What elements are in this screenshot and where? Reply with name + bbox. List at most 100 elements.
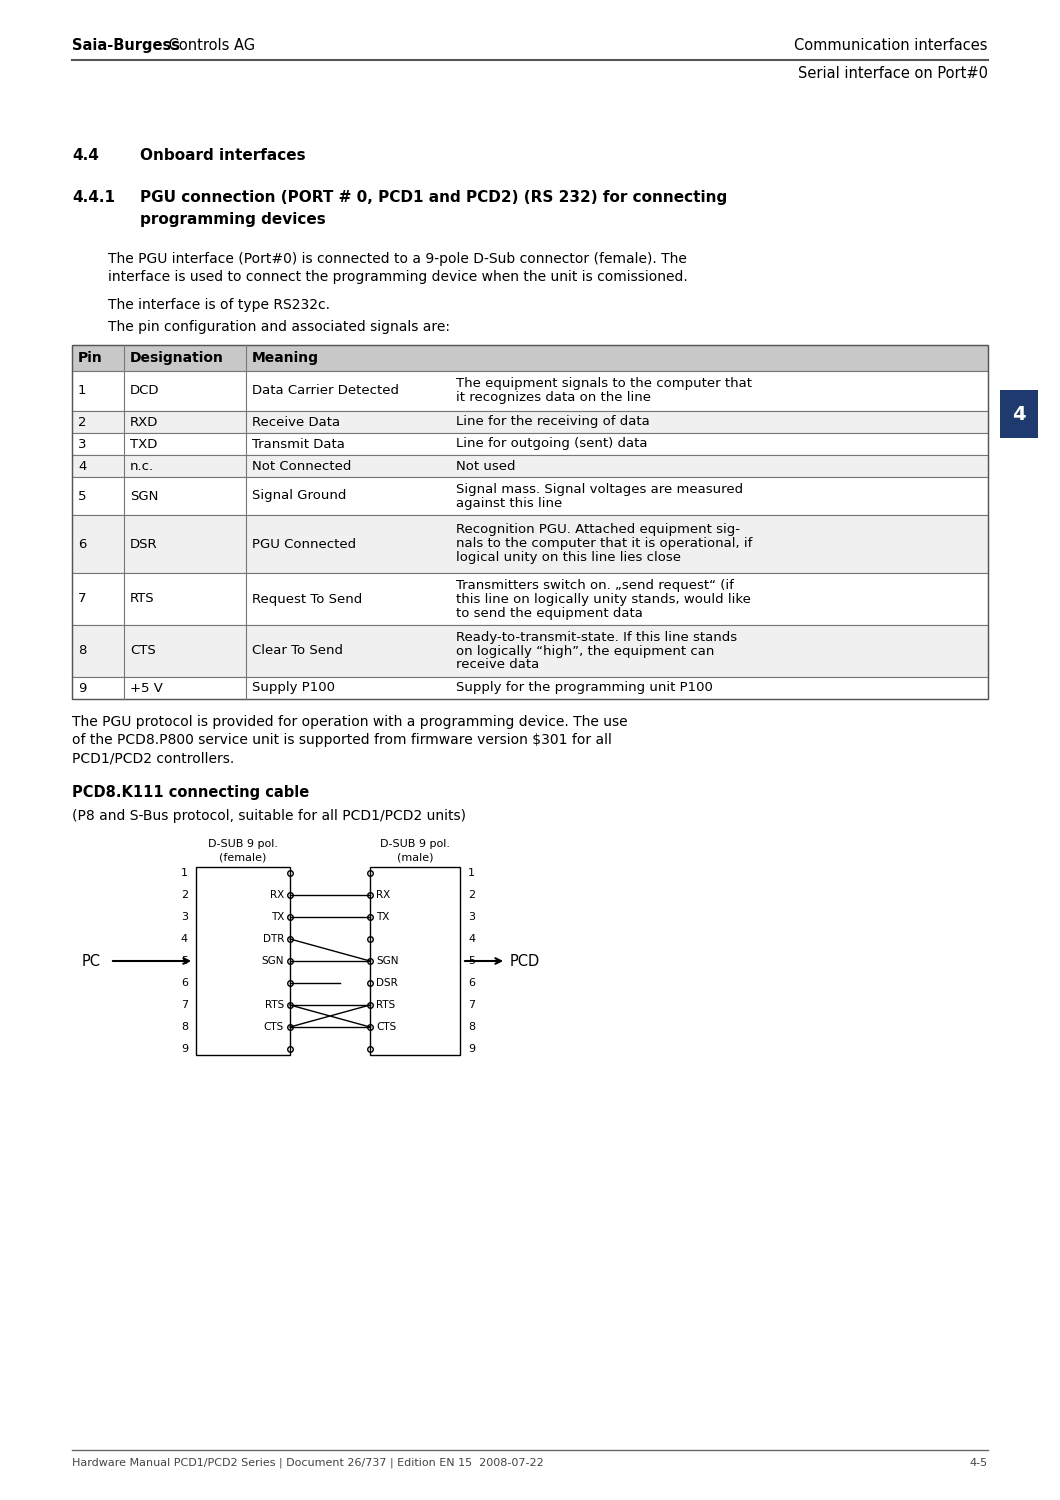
Text: Serial interface on Port#0: Serial interface on Port#0 [798, 66, 988, 81]
Text: Data Carrier Detected: Data Carrier Detected [252, 384, 399, 398]
Text: Saia-Burgess: Saia-Burgess [72, 38, 180, 52]
Text: 4.4.1: 4.4.1 [72, 190, 114, 206]
Bar [72, 454, 988, 477]
Bar [72, 345, 988, 370]
Text: Onboard interfaces: Onboard interfaces [140, 148, 305, 164]
Text: 7: 7 [78, 592, 87, 606]
Text: The equipment signals to the computer that: The equipment signals to the computer th… [456, 378, 752, 390]
Text: Ready-to-transmit-state. If this line stands: Ready-to-transmit-state. If this line st… [456, 630, 737, 644]
Text: The PGU protocol is provided for operation with a programming device. The use: The PGU protocol is provided for operati… [72, 716, 628, 729]
Text: 5: 5 [78, 489, 87, 502]
Text: RX: RX [269, 890, 284, 900]
Bar [72, 370, 988, 411]
Text: 2: 2 [181, 890, 188, 900]
Text: The pin configuration and associated signals are:: The pin configuration and associated sig… [108, 320, 450, 334]
Text: RTS: RTS [376, 1000, 395, 1010]
Text: The interface is of type RS232c.: The interface is of type RS232c. [108, 298, 330, 312]
Text: 1: 1 [181, 868, 188, 877]
Text: of the PCD8.P800 service unit is supported from firmware version $301 for all: of the PCD8.P800 service unit is support… [72, 734, 612, 747]
Text: Signal mass. Signal voltages are measured: Signal mass. Signal voltages are measure… [456, 483, 743, 495]
Text: 3: 3 [78, 438, 87, 450]
Text: 8: 8 [181, 1022, 188, 1032]
Text: RXD: RXD [130, 416, 158, 429]
Text: Designation: Designation [130, 351, 224, 364]
Text: PGU Connected: PGU Connected [252, 537, 356, 550]
Bar [72, 433, 988, 454]
Text: 6: 6 [78, 537, 86, 550]
Text: 4: 4 [469, 934, 475, 944]
Text: RX: RX [376, 890, 390, 900]
Text: (female): (female) [219, 853, 267, 862]
Text: DCD: DCD [130, 384, 159, 398]
Text: 4.4: 4.4 [72, 148, 99, 164]
Text: PC: PC [82, 954, 101, 969]
Text: 2: 2 [78, 416, 87, 429]
Bar [370, 867, 460, 1054]
Text: Receive Data: Receive Data [252, 416, 340, 429]
Text: 4: 4 [78, 459, 86, 472]
Text: D-SUB 9 pol.: D-SUB 9 pol. [379, 839, 450, 849]
Text: Signal Ground: Signal Ground [252, 489, 347, 502]
Text: PCD: PCD [510, 954, 541, 969]
Text: interface is used to connect the programming device when the unit is comissioned: interface is used to connect the program… [108, 270, 688, 284]
Text: Recognition PGU. Attached equipment sig-: Recognition PGU. Attached equipment sig- [456, 524, 740, 537]
Text: DSR: DSR [376, 978, 398, 988]
Bar [72, 345, 988, 699]
Text: DSR: DSR [130, 537, 158, 550]
Text: +5 V: +5 V [130, 681, 163, 694]
Bar [72, 676, 988, 699]
Text: Supply for the programming unit P100: Supply for the programming unit P100 [456, 681, 713, 694]
Text: 3: 3 [469, 912, 475, 922]
Text: Supply P100: Supply P100 [252, 681, 335, 694]
Bar [72, 573, 988, 626]
Text: SGN: SGN [262, 956, 284, 966]
Text: CTS: CTS [376, 1022, 396, 1032]
Text: n.c.: n.c. [130, 459, 154, 472]
Text: Communication interfaces: Communication interfaces [795, 38, 988, 52]
Text: SGN: SGN [130, 489, 158, 502]
Text: on logically “high”, the equipment can: on logically “high”, the equipment can [456, 645, 714, 657]
Text: 5: 5 [181, 956, 188, 966]
Text: PCD8.K111 connecting cable: PCD8.K111 connecting cable [72, 784, 310, 800]
Text: nals to the computer that it is operational, if: nals to the computer that it is operatio… [456, 537, 753, 550]
Text: receive data: receive data [456, 658, 540, 672]
Text: 7: 7 [181, 1000, 188, 1010]
Text: 4: 4 [1012, 405, 1026, 423]
Text: Not Connected: Not Connected [252, 459, 351, 472]
Text: 4-5: 4-5 [970, 1458, 988, 1468]
Text: 8: 8 [78, 645, 86, 657]
Text: Transmitters switch on. „send request“ (if: Transmitters switch on. „send request“ (… [456, 579, 734, 591]
Text: Clear To Send: Clear To Send [252, 645, 343, 657]
Text: 9: 9 [181, 1044, 188, 1054]
Text: DTR: DTR [263, 934, 284, 944]
Text: 3: 3 [181, 912, 188, 922]
Text: PGU connection (PORT # 0, PCD1 and PCD2) (RS 232) for connecting: PGU connection (PORT # 0, PCD1 and PCD2)… [140, 190, 727, 206]
Text: 5: 5 [469, 956, 475, 966]
Text: D-SUB 9 pol.: D-SUB 9 pol. [208, 839, 278, 849]
Text: logical unity on this line lies close: logical unity on this line lies close [456, 552, 681, 564]
Text: Hardware Manual PCD1/PCD2 Series | Document 26/737 | Edition EN 15  2008-07-22: Hardware Manual PCD1/PCD2 Series | Docum… [72, 1458, 544, 1468]
Bar [72, 626, 988, 676]
Text: to send the equipment data: to send the equipment data [456, 606, 642, 619]
Text: 9: 9 [469, 1044, 475, 1054]
Text: 1: 1 [78, 384, 87, 398]
Bar [72, 411, 988, 434]
Text: 2: 2 [469, 890, 475, 900]
Text: 4: 4 [181, 934, 188, 944]
Text: against this line: against this line [456, 496, 562, 510]
Text: it recognizes data on the line: it recognizes data on the line [456, 392, 651, 405]
Text: programming devices: programming devices [140, 211, 325, 226]
Text: Meaning: Meaning [252, 351, 319, 364]
Text: TXD: TXD [130, 438, 157, 450]
Bar [72, 477, 988, 514]
Text: Line for outgoing (sent) data: Line for outgoing (sent) data [456, 438, 648, 450]
Text: TX: TX [270, 912, 284, 922]
Text: TX: TX [376, 912, 389, 922]
Text: 9: 9 [78, 681, 86, 694]
Bar [196, 867, 290, 1054]
Text: Line for the receiving of data: Line for the receiving of data [456, 416, 650, 429]
Text: CTS: CTS [130, 645, 156, 657]
Text: (male): (male) [396, 853, 434, 862]
Text: 7: 7 [469, 1000, 475, 1010]
Text: Request To Send: Request To Send [252, 592, 363, 606]
